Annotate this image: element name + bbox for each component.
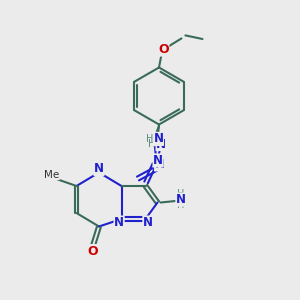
- Text: N: N: [143, 216, 153, 229]
- Text: N: N: [114, 216, 124, 229]
- Text: N: N: [94, 162, 104, 176]
- Text: Me: Me: [44, 169, 59, 180]
- Text: N: N: [154, 158, 165, 171]
- Text: H: H: [146, 134, 153, 144]
- Text: O: O: [88, 244, 98, 258]
- Text: N: N: [176, 193, 186, 206]
- Text: N: N: [153, 154, 163, 167]
- Text: O: O: [158, 43, 169, 56]
- Text: H: H: [148, 139, 156, 149]
- Text: H: H: [177, 200, 184, 210]
- Text: N: N: [156, 137, 166, 151]
- Text: H: H: [177, 189, 184, 200]
- Text: N: N: [153, 132, 164, 146]
